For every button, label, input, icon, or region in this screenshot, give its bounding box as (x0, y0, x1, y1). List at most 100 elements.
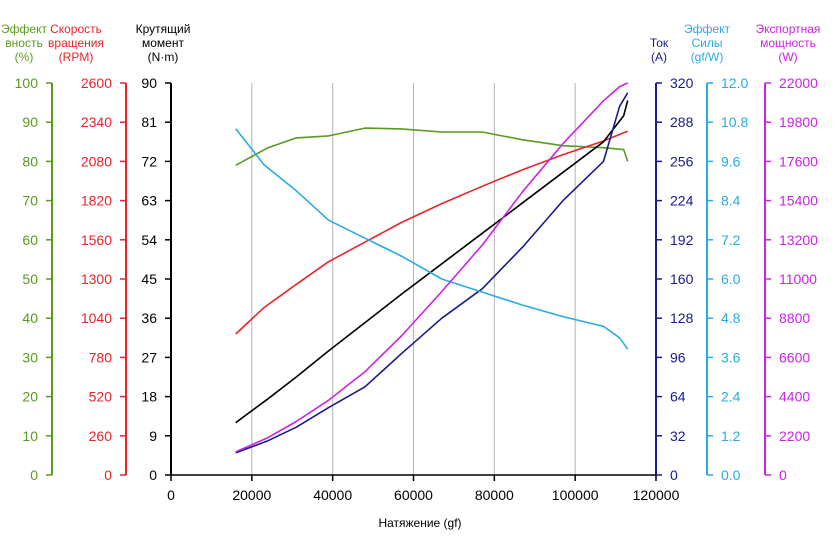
y-axis-title: Эффект (1, 22, 47, 36)
series-line-eff (235, 127, 629, 167)
y-tick-label: 20 (22, 389, 38, 405)
y-tick-label: 1560 (81, 232, 112, 248)
y-tick-label: 3.6 (721, 349, 741, 365)
y-tick-label: 8800 (779, 310, 810, 326)
y-tick-label: 15400 (779, 193, 818, 209)
y-tick-label: 80 (22, 153, 38, 169)
y-tick-label: 160 (670, 271, 694, 287)
x-tick-label: 0 (167, 487, 175, 503)
y-tick-label: 4400 (779, 389, 810, 405)
y-tick-label: 6600 (779, 349, 810, 365)
y-tick-label: 1.2 (721, 428, 741, 444)
y-tick-label: 72 (141, 153, 157, 169)
y-tick-label: 64 (670, 389, 686, 405)
y-tick-label: 17600 (779, 153, 818, 169)
y-tick-label: 780 (89, 349, 113, 365)
x-tick-label: 60000 (394, 487, 433, 503)
y-tick-label: 19800 (779, 114, 818, 130)
y-tick-label: 9 (149, 428, 157, 444)
series-line-force_eff (235, 128, 629, 350)
y-tick-label: 288 (670, 114, 694, 130)
y-tick-label: 260 (89, 428, 113, 444)
y-tick-label: 10 (22, 428, 38, 444)
y-tick-label: 8.4 (721, 193, 741, 209)
y-tick-label: 0 (104, 467, 112, 483)
y-tick-label: 4.8 (721, 310, 741, 326)
y-axis-title: (%) (15, 50, 34, 64)
y-axis-title: (W) (778, 50, 797, 64)
y-tick-label: 13200 (779, 232, 818, 248)
y-tick-label: 2080 (81, 153, 112, 169)
axes: 0102030405060708090100Эффектвность(%)026… (1, 22, 820, 483)
y-tick-label: 36 (141, 310, 157, 326)
x-tick-label: 80000 (475, 487, 514, 503)
x-tick-label: 120000 (633, 487, 680, 503)
y-tick-label: 40 (22, 310, 38, 326)
y-axis-title: Эффект (684, 22, 730, 36)
y-tick-label: 54 (141, 232, 157, 248)
y-tick-label: 0 (779, 467, 787, 483)
y-axis-title: Экспортная (756, 22, 821, 36)
y-axis-current: 0 32 64 96 128 160 192 224 256 288 320 Ток(A) (650, 36, 694, 483)
y-tick-label: 1040 (81, 310, 112, 326)
y-tick-label: 11000 (779, 271, 817, 287)
y-axis-power: 0 2200 4400 6600 8800 11000 13200 15400 17600 198… (756, 22, 821, 483)
y-axis-title: (gf/W) (691, 50, 724, 64)
y-tick-label: 1300 (81, 271, 112, 287)
y-tick-label: 320 (670, 75, 694, 91)
y-tick-label: 6.0 (721, 271, 741, 287)
y-tick-label: 32 (670, 428, 686, 444)
y-tick-label: 45 (141, 271, 157, 287)
y-tick-label: 1820 (81, 193, 112, 209)
y-tick-label: 60 (22, 232, 38, 248)
y-tick-label: 22000 (779, 75, 818, 91)
y-axis-title: Силы (692, 36, 723, 50)
y-axis-title: Скорость (50, 22, 102, 36)
y-tick-label: 81 (141, 114, 157, 130)
series-line-power (235, 82, 629, 453)
y-tick-label: 224 (670, 193, 694, 209)
x-tick-label: 100000 (552, 487, 599, 503)
y-tick-label: 30 (22, 349, 38, 365)
grid-lines (251, 83, 657, 475)
y-tick-label: 0.0 (721, 467, 741, 483)
y-tick-label: 90 (141, 75, 157, 91)
y-axis-title: (RPM) (59, 50, 94, 64)
x-tick-label: 20000 (232, 487, 271, 503)
series-line-torque (235, 100, 629, 424)
y-tick-label: 2200 (779, 428, 810, 444)
y-tick-label: 520 (89, 389, 113, 405)
y-axis-rpm: 0 260 520 780 1040 1300 1560 1820 2080 2340 2600 Ск… (48, 22, 127, 483)
y-tick-label: 18 (141, 389, 157, 405)
y-tick-label: 50 (22, 271, 38, 287)
y-axis-title: мощность (760, 36, 816, 50)
y-tick-label: 63 (141, 193, 157, 209)
y-tick-label: 27 (141, 349, 157, 365)
y-axis-title: (A) (651, 50, 667, 64)
y-tick-label: 10.8 (721, 114, 748, 130)
y-tick-label: 100 (15, 75, 39, 91)
x-axis-title: Натяжение (gf) (378, 516, 461, 530)
y-axis-title: Крутящий (136, 22, 191, 36)
y-axis-force_eff: 0.0 1.2 2.4 3.6 4.8 6.0 7.2 8.4 9.6 10.8 12.0 Эффек… (684, 22, 748, 483)
y-axis-title: (N·m) (148, 50, 179, 64)
y-axis-title: вращения (48, 36, 104, 50)
y-tick-label: 2340 (81, 114, 112, 130)
y-tick-label: 12.0 (721, 75, 748, 91)
y-tick-label: 2600 (81, 75, 112, 91)
x-tick-label: 40000 (313, 487, 352, 503)
y-tick-label: 128 (670, 310, 694, 326)
y-tick-label: 2.4 (721, 389, 741, 405)
y-tick-label: 90 (22, 114, 38, 130)
y-axis-title: вность (5, 36, 42, 50)
y-tick-label: 7.2 (721, 232, 741, 248)
series-lines (235, 82, 629, 454)
y-axis-title: Ток (650, 36, 669, 50)
y-axis-title: момент (142, 36, 184, 50)
y-tick-label: 0 (670, 467, 678, 483)
x-axis: 0 20000 40000 60000 80000 100000 120000 Натяжен… (167, 474, 680, 530)
y-tick-label: 256 (670, 153, 694, 169)
